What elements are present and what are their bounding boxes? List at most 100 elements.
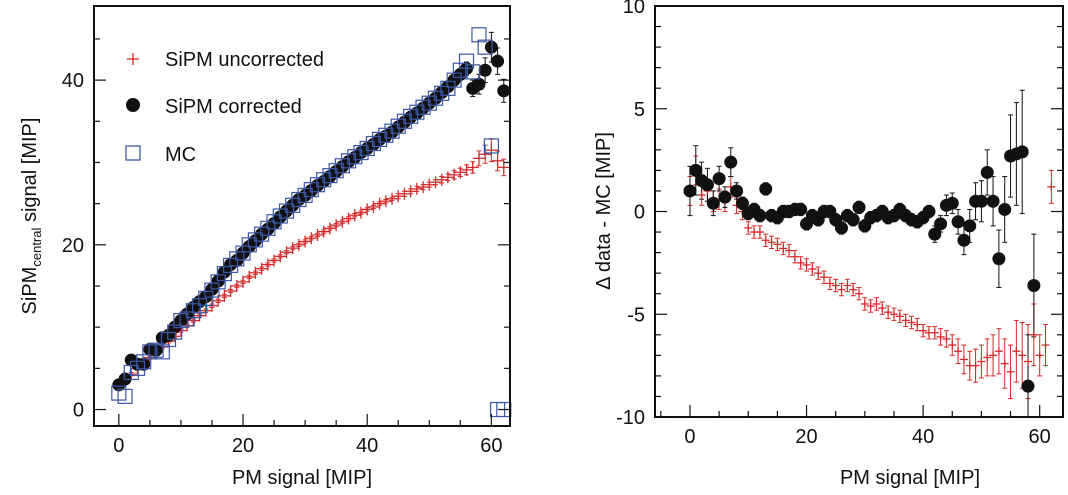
left-point-mc bbox=[384, 123, 400, 139]
right-point-uncorrected bbox=[785, 246, 794, 255]
right-point-uncorrected bbox=[1024, 357, 1033, 366]
left-point-mc bbox=[322, 168, 338, 184]
right-point-corrected bbox=[712, 172, 726, 186]
left-point-uncorrected bbox=[373, 197, 386, 210]
left-point-uncorrected bbox=[255, 262, 268, 275]
left-point-uncorrected bbox=[193, 309, 206, 322]
left-y-label-main: SiPM bbox=[19, 267, 41, 315]
left-point-mc bbox=[477, 39, 493, 55]
right-point-corrected bbox=[759, 182, 773, 196]
left-point-mc bbox=[340, 153, 357, 169]
left-point-uncorrected bbox=[417, 181, 430, 194]
right-data-marks bbox=[683, 89, 1056, 418]
left-y-label-sub: central bbox=[29, 228, 44, 267]
left-point-mc bbox=[167, 324, 183, 340]
right-point-corrected bbox=[724, 155, 738, 169]
left-point-mc bbox=[291, 191, 307, 208]
left-point-uncorrected bbox=[354, 206, 367, 219]
right-x-tick-label: 0 bbox=[684, 426, 695, 448]
left-point-uncorrected bbox=[330, 219, 343, 232]
left-point-uncorrected bbox=[317, 225, 330, 238]
left-point-mc bbox=[403, 108, 419, 124]
left-point-mc bbox=[241, 237, 257, 253]
left-point-mc bbox=[446, 72, 462, 88]
right-y-tick-label: 0 bbox=[634, 202, 645, 224]
right-point-uncorrected bbox=[860, 299, 869, 308]
left-point-corrected bbox=[484, 40, 498, 54]
right-point-uncorrected bbox=[796, 258, 805, 267]
left-point-mc bbox=[378, 127, 394, 143]
left-point-uncorrected bbox=[280, 246, 293, 259]
right-point-uncorrected bbox=[1047, 182, 1056, 191]
left-point-uncorrected bbox=[299, 235, 312, 248]
left-point-mc bbox=[204, 282, 220, 298]
right-point-uncorrected bbox=[755, 228, 764, 237]
left-x-tick-label: 20 bbox=[232, 435, 254, 457]
right-point-uncorrected bbox=[936, 332, 945, 341]
right-point-uncorrected bbox=[907, 318, 916, 327]
left-point-uncorrected bbox=[472, 152, 485, 165]
left-point-mc bbox=[421, 95, 437, 111]
right-point-uncorrected bbox=[761, 236, 770, 245]
right-axis-ticks: 0 20 40 60 -10 -5 0 5 10 bbox=[616, 0, 1063, 448]
right-point-corrected bbox=[934, 217, 948, 231]
right-point-uncorrected bbox=[1029, 330, 1038, 339]
left-point-uncorrected bbox=[249, 266, 262, 279]
right-y-axis-label: Δ data - MC [MIP] bbox=[593, 132, 615, 290]
right-point-uncorrected bbox=[779, 244, 788, 253]
right-point-corrected bbox=[1021, 379, 1035, 393]
left-point-uncorrected bbox=[230, 280, 243, 292]
left-point-mc bbox=[396, 113, 413, 129]
right-point-uncorrected bbox=[820, 273, 829, 282]
left-y-label-rest: signal [MIP] bbox=[19, 118, 41, 228]
left-point-mc bbox=[123, 364, 139, 381]
left-point-uncorrected bbox=[410, 182, 423, 195]
right-point-corrected bbox=[963, 219, 977, 233]
left-point-uncorrected bbox=[361, 203, 374, 216]
right-point-corrected bbox=[846, 213, 860, 227]
left-point-uncorrected bbox=[423, 178, 436, 191]
right-y-tick-label: -5 bbox=[627, 304, 645, 326]
right-point-uncorrected bbox=[930, 328, 939, 337]
right-point-uncorrected bbox=[994, 347, 1003, 356]
right-point-uncorrected bbox=[1000, 359, 1009, 368]
left-point-uncorrected bbox=[435, 173, 448, 186]
left-point-uncorrected bbox=[398, 187, 411, 200]
left-point-uncorrected bbox=[292, 238, 305, 251]
left-point-uncorrected bbox=[336, 215, 349, 228]
right-point-corrected bbox=[730, 184, 744, 198]
left-point-mc bbox=[415, 99, 431, 115]
legend-label-mc: MC bbox=[165, 144, 196, 166]
left-point-mc bbox=[483, 138, 499, 154]
right-point-uncorrected bbox=[837, 285, 846, 294]
right-point-uncorrected bbox=[802, 260, 811, 269]
left-point-mc bbox=[458, 53, 475, 69]
right-point-uncorrected bbox=[1006, 367, 1015, 376]
left-y-tick-label: 40 bbox=[62, 70, 84, 92]
left-point-mc bbox=[117, 388, 133, 404]
right-point-corrected bbox=[957, 233, 971, 247]
right-y-tick-label: -10 bbox=[616, 407, 645, 429]
left-point-mc bbox=[297, 187, 313, 204]
left-point-uncorrected bbox=[237, 275, 250, 288]
right-point-corrected bbox=[794, 202, 808, 216]
right-point-corrected bbox=[1015, 145, 1029, 159]
right-point-uncorrected bbox=[843, 281, 852, 290]
legend-label-corrected: SiPM corrected bbox=[165, 96, 302, 118]
right-point-uncorrected bbox=[866, 302, 875, 311]
left-data-marks bbox=[111, 27, 512, 418]
left-point-uncorrected bbox=[448, 168, 461, 181]
left-point-corrected bbox=[497, 84, 511, 98]
left-point-mc bbox=[198, 290, 214, 306]
right-point-uncorrected bbox=[1012, 347, 1021, 356]
right-point-uncorrected bbox=[977, 357, 986, 366]
right-point-uncorrected bbox=[884, 308, 893, 317]
left-y-axis-label: SiPMcentral signal [MIP] bbox=[19, 118, 44, 315]
left-point-mc bbox=[229, 251, 245, 267]
right-point-uncorrected bbox=[790, 252, 799, 261]
left-point-uncorrected bbox=[392, 190, 405, 203]
left-point-uncorrected bbox=[224, 284, 237, 297]
left-point-mc bbox=[179, 311, 195, 327]
right-x-tick-label: 60 bbox=[1029, 426, 1051, 448]
left-point-mc bbox=[285, 197, 301, 213]
